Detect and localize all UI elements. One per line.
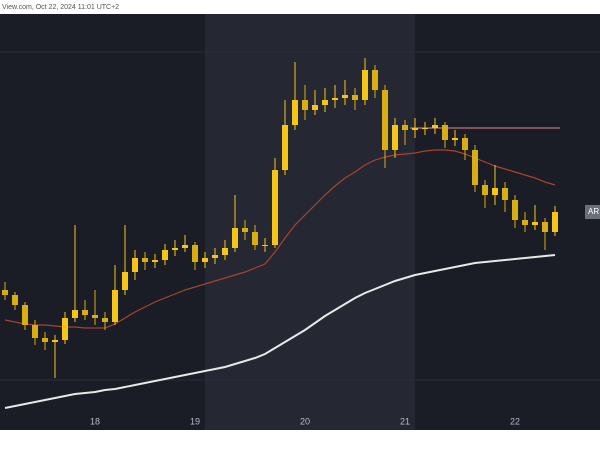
x-tick-label: 22 — [510, 416, 520, 426]
candle-body — [242, 228, 248, 232]
candle-body — [292, 100, 298, 125]
candle-body — [272, 170, 278, 245]
candle-body — [482, 185, 488, 195]
candle-body — [152, 260, 158, 262]
candle-body — [472, 150, 478, 185]
candle-body — [112, 290, 118, 322]
header-bar — [0, 0, 600, 14]
candle-body — [182, 245, 188, 248]
candle-body — [332, 98, 338, 100]
candle-body — [392, 125, 398, 150]
candle-body — [32, 325, 38, 338]
price-label: AR — [588, 207, 599, 216]
candle-body — [2, 290, 8, 295]
header-text: View.com, Oct 22, 2024 11:01 UTC+2 — [2, 4, 119, 11]
candle-body — [52, 340, 58, 342]
candle-body — [442, 125, 448, 140]
candle-body — [412, 128, 418, 130]
candle-body — [262, 245, 268, 246]
candle-body — [522, 220, 528, 225]
candle-body — [132, 258, 138, 272]
candle-body — [202, 258, 208, 262]
candle-body — [82, 310, 88, 315]
candle-body — [222, 248, 228, 255]
candle-body — [12, 295, 18, 305]
candle-body — [532, 222, 538, 225]
candle-body — [372, 70, 378, 90]
candle-body — [122, 272, 128, 290]
candle-body — [62, 318, 68, 340]
candle-body — [432, 125, 438, 128]
marks — [2, 58, 560, 409]
x-tick-label: 18 — [90, 416, 100, 426]
candle-body — [342, 95, 348, 98]
candle-body — [192, 245, 198, 262]
candle-body — [252, 232, 258, 245]
candle-body — [362, 70, 368, 100]
candle-body — [172, 248, 178, 250]
candle-body — [102, 318, 108, 322]
x-tick-label: 19 — [190, 416, 200, 426]
candle-body — [462, 138, 468, 150]
candle-body — [422, 128, 428, 129]
candle-body — [312, 105, 318, 110]
session-highlight — [205, 14, 415, 430]
candle-body — [92, 315, 98, 318]
candle-body — [452, 138, 458, 140]
candle-body — [22, 305, 28, 325]
candle-body — [302, 100, 308, 110]
candle-body — [552, 212, 558, 232]
candle-body — [282, 125, 288, 170]
candle-body — [322, 100, 328, 105]
candle-body — [232, 228, 238, 248]
candle-body — [402, 125, 408, 130]
candle-body — [382, 90, 388, 150]
candle-body — [162, 250, 168, 260]
price-label-box — [585, 205, 600, 219]
candle-body — [542, 222, 548, 232]
candle-body — [212, 255, 218, 258]
x-tick-label: 20 — [300, 416, 310, 426]
candle-body — [72, 310, 78, 318]
x-tick-label: 21 — [400, 416, 410, 426]
candle-body — [512, 200, 518, 220]
candle-body — [42, 338, 48, 342]
moving-average-line — [4, 254, 556, 409]
candle-body — [492, 188, 498, 195]
candle-body — [142, 258, 148, 262]
moving-average-line — [4, 149, 556, 329]
candle-body — [502, 188, 508, 200]
candle-body — [352, 95, 358, 100]
